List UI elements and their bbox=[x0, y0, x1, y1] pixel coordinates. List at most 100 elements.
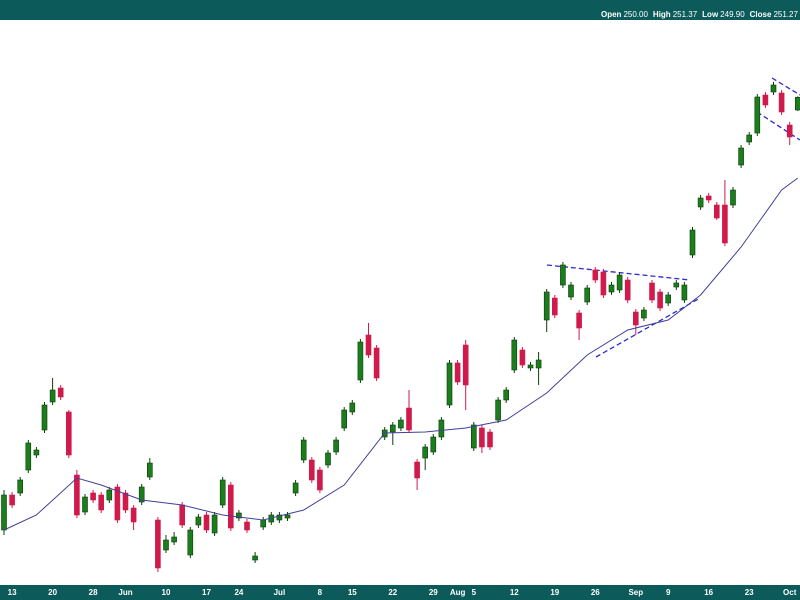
candle-body bbox=[786, 124, 793, 138]
x-tick-label: 22 bbox=[388, 588, 397, 597]
candle-body bbox=[74, 474, 80, 516]
candle-body bbox=[66, 411, 72, 456]
candle-body bbox=[632, 311, 639, 326]
candle-body bbox=[568, 284, 574, 298]
candle-body bbox=[430, 436, 437, 453]
candle-body bbox=[25, 442, 32, 471]
candle-body bbox=[730, 189, 736, 206]
candle-body bbox=[333, 439, 339, 453]
candle-body bbox=[211, 514, 218, 534]
candle-body bbox=[770, 84, 777, 93]
candle-body bbox=[373, 347, 380, 379]
x-tick-label: 15 bbox=[348, 588, 357, 597]
candle-body bbox=[438, 419, 445, 438]
candle-body bbox=[106, 489, 113, 501]
candle-body bbox=[98, 494, 104, 511]
candle-body bbox=[300, 439, 307, 461]
candle-body bbox=[592, 269, 599, 281]
candle-body bbox=[722, 204, 728, 244]
header-label: Close bbox=[749, 10, 772, 19]
candle-body bbox=[341, 409, 348, 429]
candle-body bbox=[292, 482, 299, 494]
candle-body bbox=[705, 195, 712, 201]
x-tick-label: 12 bbox=[510, 588, 519, 597]
candle-body bbox=[519, 349, 526, 366]
candle-body bbox=[479, 427, 485, 448]
candle-body bbox=[511, 339, 518, 371]
candle-body bbox=[398, 419, 404, 429]
x-tick-label: 29 bbox=[429, 588, 438, 597]
header-value: 250.00 bbox=[623, 10, 648, 19]
trend-line bbox=[756, 111, 800, 141]
header-value: 249.90 bbox=[720, 10, 745, 19]
candle-body bbox=[325, 452, 331, 466]
candle-body bbox=[422, 446, 429, 459]
candle-body bbox=[560, 264, 566, 286]
trend-lines bbox=[546, 77, 800, 358]
candle-body bbox=[155, 519, 161, 569]
header-label: High bbox=[652, 10, 671, 19]
x-tick-label: 26 bbox=[591, 588, 600, 597]
x-tick-label: 16 bbox=[704, 588, 713, 597]
candle-body bbox=[600, 271, 607, 296]
candle-body bbox=[673, 282, 680, 288]
candle-body bbox=[446, 362, 453, 406]
candle-body bbox=[90, 492, 96, 501]
candle-body bbox=[1, 494, 7, 531]
candle-body bbox=[665, 294, 672, 304]
candle-body bbox=[33, 449, 40, 456]
candle-body bbox=[138, 486, 145, 503]
candle-body bbox=[697, 197, 704, 208]
header-label: Low bbox=[702, 10, 719, 19]
candle-body bbox=[130, 507, 137, 523]
x-tick-label: 28 bbox=[89, 588, 98, 597]
x-tick-label: 20 bbox=[48, 588, 57, 597]
candle-body bbox=[794, 97, 800, 111]
candle-body bbox=[9, 494, 15, 506]
candle-body bbox=[713, 204, 720, 219]
x-tick-label: 13 bbox=[8, 588, 17, 597]
candle-body bbox=[551, 297, 558, 316]
x-tick-label: 10 bbox=[162, 588, 171, 597]
candle-body bbox=[349, 402, 356, 413]
candle-body bbox=[228, 484, 234, 529]
candle-body bbox=[171, 536, 177, 543]
candle-body bbox=[608, 284, 615, 293]
x-tick-label: 9 bbox=[666, 588, 671, 597]
candle-body bbox=[503, 389, 510, 401]
candle-body bbox=[527, 364, 534, 369]
candle-body bbox=[576, 312, 582, 329]
x-tick-label: Sep bbox=[628, 588, 643, 597]
candle-body bbox=[244, 521, 250, 531]
candle-body bbox=[365, 334, 372, 356]
header-bar: Open 250.00 High 251.37 Low 249.90 Close 251.27… bbox=[0, 0, 800, 20]
header-value: 251.27 bbox=[773, 10, 798, 19]
x-tick-label: Jun bbox=[118, 588, 132, 597]
candle-body bbox=[414, 461, 420, 479]
candle-body bbox=[17, 479, 24, 494]
candle-body bbox=[624, 279, 631, 301]
candle-body bbox=[762, 94, 769, 106]
candle-body bbox=[57, 387, 64, 398]
header-label: Open bbox=[601, 10, 622, 19]
x-tick-label: 17 bbox=[202, 588, 211, 597]
candle-body bbox=[487, 431, 493, 448]
candle-body bbox=[754, 96, 761, 134]
x-tick-label: 8 bbox=[318, 588, 323, 597]
candle-body bbox=[470, 424, 477, 449]
candle-body bbox=[219, 479, 226, 506]
candle-body bbox=[236, 512, 242, 519]
candle-body bbox=[41, 404, 48, 431]
candle-body bbox=[778, 92, 785, 113]
x-tick-label: 5 bbox=[472, 588, 477, 597]
candle-body bbox=[641, 309, 647, 319]
candle-body bbox=[122, 492, 129, 511]
candle-body bbox=[49, 389, 56, 403]
candle-body bbox=[260, 519, 267, 528]
x-tick-label: Jul bbox=[274, 588, 286, 597]
x-tick-label: Oct bbox=[783, 588, 797, 597]
candle-body bbox=[584, 287, 591, 303]
candle-body bbox=[284, 514, 291, 519]
candle-body bbox=[276, 514, 283, 521]
